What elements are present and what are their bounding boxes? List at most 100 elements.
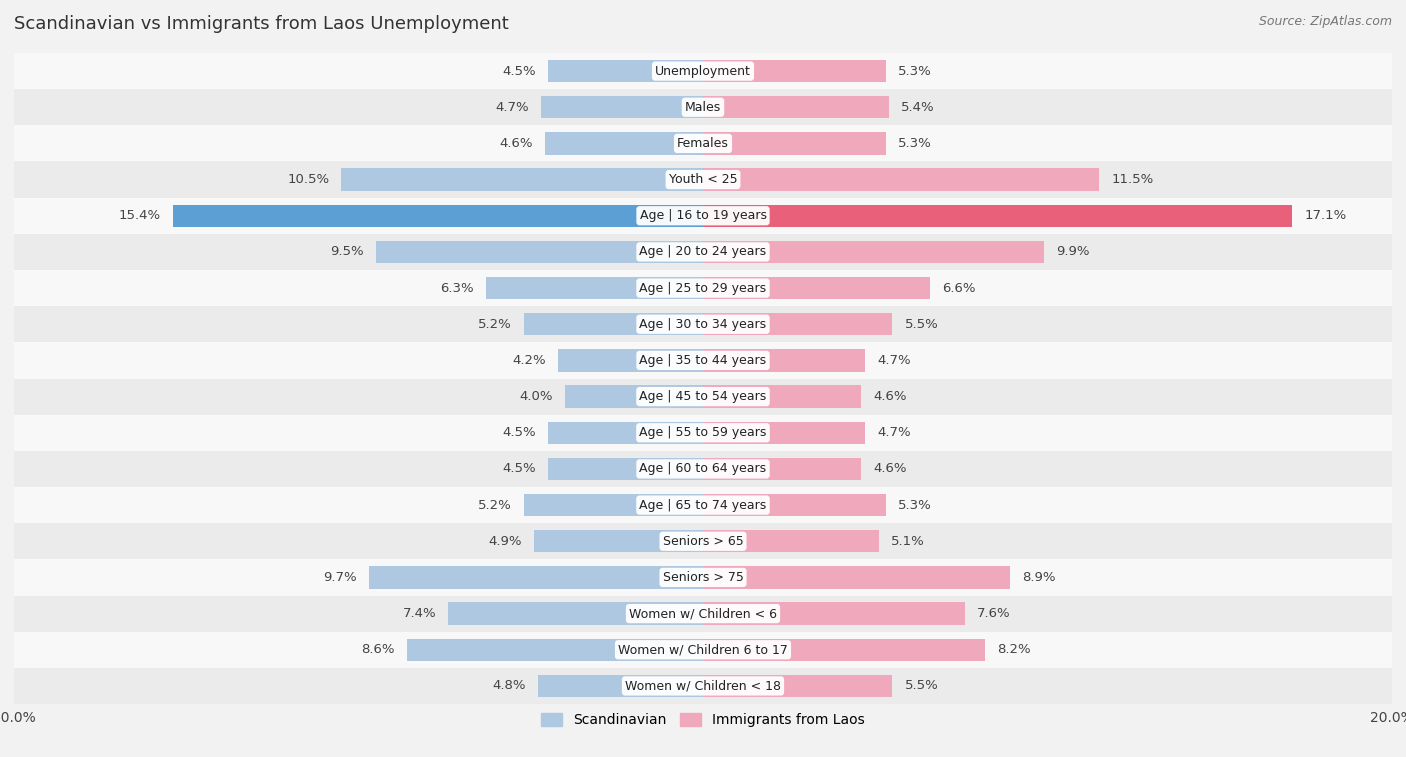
Text: Scandinavian vs Immigrants from Laos Unemployment: Scandinavian vs Immigrants from Laos Une… bbox=[14, 15, 509, 33]
Bar bbox=[703, 603, 965, 625]
Bar bbox=[524, 494, 703, 516]
Text: 4.6%: 4.6% bbox=[873, 390, 907, 403]
Text: Women w/ Children 6 to 17: Women w/ Children 6 to 17 bbox=[619, 643, 787, 656]
Text: 6.6%: 6.6% bbox=[942, 282, 976, 294]
Text: Males: Males bbox=[685, 101, 721, 114]
Bar bbox=[14, 89, 1392, 126]
Bar bbox=[342, 168, 703, 191]
Bar bbox=[703, 168, 1099, 191]
Bar bbox=[14, 631, 1392, 668]
Text: Age | 30 to 34 years: Age | 30 to 34 years bbox=[640, 318, 766, 331]
Bar bbox=[14, 270, 1392, 306]
Bar bbox=[14, 161, 1392, 198]
Text: 9.9%: 9.9% bbox=[1056, 245, 1090, 258]
Text: Age | 20 to 24 years: Age | 20 to 24 years bbox=[640, 245, 766, 258]
Bar bbox=[14, 559, 1392, 596]
Text: 5.5%: 5.5% bbox=[904, 680, 938, 693]
Bar bbox=[703, 241, 1045, 263]
Text: Women w/ Children < 6: Women w/ Children < 6 bbox=[628, 607, 778, 620]
Text: Age | 60 to 64 years: Age | 60 to 64 years bbox=[640, 463, 766, 475]
Bar bbox=[173, 204, 703, 227]
Bar bbox=[544, 132, 703, 154]
Text: 10.5%: 10.5% bbox=[287, 173, 329, 186]
Bar bbox=[548, 60, 703, 83]
Bar bbox=[548, 458, 703, 480]
Bar bbox=[14, 596, 1392, 631]
Legend: Scandinavian, Immigrants from Laos: Scandinavian, Immigrants from Laos bbox=[536, 708, 870, 733]
Text: 4.5%: 4.5% bbox=[502, 426, 536, 439]
Text: 5.3%: 5.3% bbox=[897, 137, 931, 150]
Bar bbox=[406, 639, 703, 661]
Bar bbox=[703, 349, 865, 372]
Text: 8.6%: 8.6% bbox=[361, 643, 395, 656]
Text: Age | 35 to 44 years: Age | 35 to 44 years bbox=[640, 354, 766, 367]
Text: 7.4%: 7.4% bbox=[402, 607, 436, 620]
Text: 5.4%: 5.4% bbox=[901, 101, 935, 114]
Bar bbox=[703, 422, 865, 444]
Bar bbox=[703, 494, 886, 516]
Text: 4.6%: 4.6% bbox=[873, 463, 907, 475]
Bar bbox=[524, 313, 703, 335]
Text: Seniors > 75: Seniors > 75 bbox=[662, 571, 744, 584]
Text: 17.1%: 17.1% bbox=[1305, 209, 1347, 223]
Text: 4.7%: 4.7% bbox=[495, 101, 529, 114]
Bar bbox=[703, 639, 986, 661]
Text: Age | 25 to 29 years: Age | 25 to 29 years bbox=[640, 282, 766, 294]
Text: 4.6%: 4.6% bbox=[499, 137, 533, 150]
Text: Youth < 25: Youth < 25 bbox=[669, 173, 737, 186]
Text: 5.5%: 5.5% bbox=[904, 318, 938, 331]
Bar bbox=[14, 668, 1392, 704]
Text: 4.8%: 4.8% bbox=[492, 680, 526, 693]
Text: 5.2%: 5.2% bbox=[478, 499, 512, 512]
Bar bbox=[541, 96, 703, 118]
Bar bbox=[368, 566, 703, 589]
Text: 11.5%: 11.5% bbox=[1111, 173, 1153, 186]
Text: 15.4%: 15.4% bbox=[118, 209, 160, 223]
Text: 8.2%: 8.2% bbox=[997, 643, 1031, 656]
Bar bbox=[14, 306, 1392, 342]
Text: Age | 16 to 19 years: Age | 16 to 19 years bbox=[640, 209, 766, 223]
Bar bbox=[703, 530, 879, 553]
Text: 7.6%: 7.6% bbox=[977, 607, 1011, 620]
Bar bbox=[703, 204, 1292, 227]
Text: 4.7%: 4.7% bbox=[877, 426, 911, 439]
Bar bbox=[14, 378, 1392, 415]
Text: 5.1%: 5.1% bbox=[891, 534, 925, 548]
Text: Unemployment: Unemployment bbox=[655, 64, 751, 77]
Bar bbox=[14, 342, 1392, 378]
Text: Source: ZipAtlas.com: Source: ZipAtlas.com bbox=[1258, 15, 1392, 28]
Bar bbox=[703, 313, 893, 335]
Bar bbox=[703, 674, 893, 697]
Bar bbox=[534, 530, 703, 553]
Text: 6.3%: 6.3% bbox=[440, 282, 474, 294]
Bar bbox=[14, 451, 1392, 487]
Bar bbox=[558, 349, 703, 372]
Text: Age | 65 to 74 years: Age | 65 to 74 years bbox=[640, 499, 766, 512]
Text: 5.3%: 5.3% bbox=[897, 499, 931, 512]
Text: 5.3%: 5.3% bbox=[897, 64, 931, 77]
Text: 8.9%: 8.9% bbox=[1022, 571, 1054, 584]
Bar bbox=[703, 385, 862, 408]
Text: 4.2%: 4.2% bbox=[513, 354, 547, 367]
Text: 4.5%: 4.5% bbox=[502, 463, 536, 475]
Text: Females: Females bbox=[678, 137, 728, 150]
Text: 5.2%: 5.2% bbox=[478, 318, 512, 331]
Text: Age | 45 to 54 years: Age | 45 to 54 years bbox=[640, 390, 766, 403]
Text: 4.5%: 4.5% bbox=[502, 64, 536, 77]
Bar bbox=[14, 53, 1392, 89]
Text: 4.0%: 4.0% bbox=[520, 390, 553, 403]
Text: 9.5%: 9.5% bbox=[330, 245, 364, 258]
Bar bbox=[14, 415, 1392, 451]
Text: Age | 55 to 59 years: Age | 55 to 59 years bbox=[640, 426, 766, 439]
Bar bbox=[486, 277, 703, 299]
Bar bbox=[548, 422, 703, 444]
Bar bbox=[703, 458, 862, 480]
Bar bbox=[14, 523, 1392, 559]
Text: 4.9%: 4.9% bbox=[489, 534, 522, 548]
Text: Seniors > 65: Seniors > 65 bbox=[662, 534, 744, 548]
Bar bbox=[565, 385, 703, 408]
Bar bbox=[537, 674, 703, 697]
Bar bbox=[703, 566, 1010, 589]
Text: 9.7%: 9.7% bbox=[323, 571, 357, 584]
Bar bbox=[14, 198, 1392, 234]
